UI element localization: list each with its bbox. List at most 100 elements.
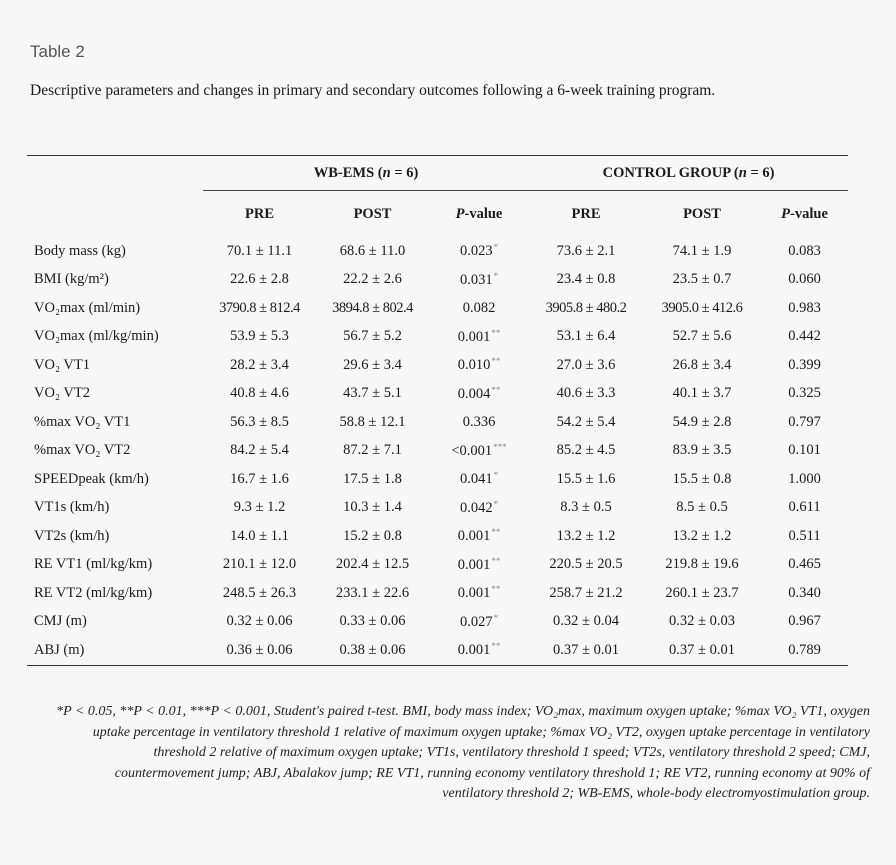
cell-wb-post: 58.8 ± 12.1 xyxy=(339,413,406,430)
cell-control-pre: 23.4 ± 0.8 xyxy=(556,271,616,288)
row-label: Body mass (kg) xyxy=(34,242,126,259)
cell-wb-pvalue: 0.023* xyxy=(459,242,499,260)
table-row: %max VO₂ VT2 84.2 ± 5.4 87.2 ± 7.1 <0.001**… xyxy=(27,437,848,466)
table-footnote: *P < 0.05, **P < 0.01, ***P < 0.001, Stu… xyxy=(56,704,870,801)
cell-control-pre: 8.3 ± 0.5 xyxy=(560,499,612,516)
results-table-container: WB-EMS (n = 6) CONTROL GROUP (n = 6) PRE… xyxy=(27,155,849,666)
cell-wb-post: 43.7 ± 5.1 xyxy=(343,385,402,402)
table-row: RE VT2 (ml/kg/km) 248.5 ± 26.3 233.1 ± 22.… xyxy=(27,579,848,608)
cell-control-post: 219.8 ± 19.6 xyxy=(665,556,739,573)
table-row: RE VT1 (ml/kg/km) 210.1 ± 12.0 202.4 ± 12.… xyxy=(27,551,848,580)
cell-control-pre: 0.32 ± 0.04 xyxy=(553,613,619,630)
cell-wb-post: 87.2 ± 7.1 xyxy=(343,442,402,459)
table-row: %max VO₂ VT1 56.3 ± 8.5 58.8 ± 12.1 0.336 54… xyxy=(27,408,848,437)
column-header-row: PRE POST P-value PRE POST P-value xyxy=(27,191,848,238)
cell-wb-pvalue: 0.336 xyxy=(462,413,496,430)
table-row: CMJ (m) 0.32 ± 0.06 0.33 ± 0.06 0.027* 0.32 … xyxy=(27,608,848,637)
row-label: BMI (kg/m²) xyxy=(34,271,109,288)
cell-control-post: 83.9 ± 3.5 xyxy=(672,442,732,459)
cell-wb-pvalue: 0.001** xyxy=(457,327,501,345)
cell-wb-pre: 28.2 ± 3.4 xyxy=(230,356,289,373)
cell-wb-post: 56.7 ± 5.2 xyxy=(343,328,402,345)
cell-wb-pvalue: 0.042* xyxy=(459,498,499,516)
cell-wb-post: 0.33 ± 0.06 xyxy=(339,613,406,630)
column-header-control-pvalue: P-value xyxy=(781,205,828,222)
cell-control-pvalue: 0.325 xyxy=(788,385,821,402)
cell-wb-post: 29.6 ± 3.4 xyxy=(343,356,402,373)
column-header-control-post: POST xyxy=(683,205,721,222)
row-label: VO₂ VT2 xyxy=(34,385,90,402)
cell-control-pre: 0.37 ± 0.01 xyxy=(529,636,644,666)
cell-wb-pre: 248.5 ± 26.3 xyxy=(222,584,297,601)
cell-wb-pre: 210.1 ± 12.0 xyxy=(222,556,297,573)
cell-wb-post: 22.2 ± 2.6 xyxy=(343,271,402,288)
cell-control-pvalue: 0.340 xyxy=(788,584,821,601)
significance-marker: ** xyxy=(491,527,501,538)
column-header-wb-pre: PRE xyxy=(245,205,274,222)
cell-control-pvalue: 0.611 xyxy=(788,499,821,516)
significance-marker: * xyxy=(493,498,499,509)
cell-control-post: 13.2 ± 1.2 xyxy=(672,527,732,544)
cell-control-pre: 85.2 ± 4.5 xyxy=(556,442,616,459)
cell-control-pre: 73.6 ± 2.1 xyxy=(556,242,616,259)
group-header-control: CONTROL GROUP (n = 6) xyxy=(529,155,849,191)
significance-marker: *** xyxy=(493,441,507,452)
significance-marker: * xyxy=(493,470,499,481)
table-row: VO₂ VT2 40.8 ± 4.6 43.7 ± 5.1 0.004** 40.6 ±… xyxy=(27,380,848,409)
cell-control-post: 0.37 ± 0.01 xyxy=(643,636,762,666)
cell-control-pre: 258.7 ± 21.2 xyxy=(549,584,623,601)
cell-wb-pvalue: 0.082 xyxy=(462,299,496,316)
cell-wb-pvalue: 0.027* xyxy=(459,612,499,630)
cell-control-pvalue: 0.399 xyxy=(788,356,821,373)
cell-wb-pre: 70.1 ± 11.1 xyxy=(226,242,293,259)
cell-wb-pre: 53.9 ± 5.3 xyxy=(230,328,289,345)
cell-control-post: 260.1 ± 23.7 xyxy=(665,584,739,601)
table-row: ABJ (m) 0.36 ± 0.06 0.38 ± 0.06 0.001** 0.37… xyxy=(27,636,849,666)
cell-control-pre: 13.2 ± 1.2 xyxy=(556,527,616,544)
cell-control-post: 8.5 ± 0.5 xyxy=(676,499,728,516)
table-row: VT1s (km/h) 9.3 ± 1.2 10.3 ± 1.4 0.042* 8.3 … xyxy=(27,494,848,523)
cell-wb-post: 17.5 ± 1.8 xyxy=(343,470,402,487)
cell-control-pvalue: 0.789 xyxy=(761,636,849,666)
cell-control-pvalue: 0.797 xyxy=(788,413,821,430)
cell-wb-pre: 22.6 ± 2.8 xyxy=(230,271,289,288)
cell-control-post: 26.8 ± 3.4 xyxy=(672,356,732,373)
significance-marker: ** xyxy=(491,555,501,566)
table-row: VO₂max (ml/min) 3790.8 ± 812.4 3894.8 ± 80… xyxy=(27,294,848,323)
table-row: SPEEDpeak (km/h) 16.7 ± 1.6 17.5 ± 1.8 0.04… xyxy=(27,465,848,494)
significance-marker: * xyxy=(493,242,499,253)
cell-wb-pre: 16.7 ± 1.6 xyxy=(230,470,289,487)
cell-wb-pre: 84.2 ± 5.4 xyxy=(230,442,289,459)
cell-wb-post: 15.2 ± 0.8 xyxy=(343,527,402,544)
cell-control-pre: 53.1 ± 6.4 xyxy=(556,328,616,345)
row-label: VT1s (km/h) xyxy=(34,499,110,516)
significance-marker: ** xyxy=(491,641,501,652)
cell-wb-pvalue: 0.001** xyxy=(457,584,501,602)
cell-wb-pre: 56.3 ± 8.5 xyxy=(230,413,289,430)
cell-wb-post: 202.4 ± 12.5 xyxy=(335,556,410,573)
cell-control-post: 3905.0 ± 412.6 xyxy=(661,299,743,316)
cell-wb-pre: 9.3 ± 1.2 xyxy=(233,499,286,516)
cell-control-pvalue: 0.060 xyxy=(788,271,821,288)
significance-marker: * xyxy=(493,612,499,623)
cell-wb-pvalue: 0.001** xyxy=(457,555,501,573)
cell-control-pre: 54.2 ± 5.4 xyxy=(556,413,616,430)
cell-wb-pvalue: 0.010** xyxy=(457,356,501,374)
cell-wb-post: 3894.8 ± 802.4 xyxy=(332,299,413,316)
row-label: VO₂ VT1 xyxy=(34,356,90,373)
table-row: BMI (kg/m²) 22.6 ± 2.8 22.2 ± 2.6 0.031* 23.… xyxy=(27,266,848,295)
cell-control-pvalue: 0.967 xyxy=(788,613,821,630)
significance-marker: ** xyxy=(491,327,501,338)
significance-marker: ** xyxy=(491,356,501,367)
cell-wb-post: 0.38 ± 0.06 xyxy=(316,636,429,666)
table-row: Body mass (kg) 70.1 ± 11.1 68.6 ± 11.0 0.02… xyxy=(27,237,848,266)
row-label: VT2s (km/h) xyxy=(34,527,110,544)
cell-control-pvalue: 0.983 xyxy=(788,299,821,316)
cell-control-pvalue: 0.511 xyxy=(788,527,821,544)
cell-control-pvalue: 0.442 xyxy=(788,328,821,345)
row-label: RE VT2 (ml/kg/km) xyxy=(34,584,153,601)
cell-control-pre: 27.0 ± 3.6 xyxy=(556,356,616,373)
significance-marker: * xyxy=(493,270,499,281)
column-header-wb-post: POST xyxy=(353,205,392,222)
